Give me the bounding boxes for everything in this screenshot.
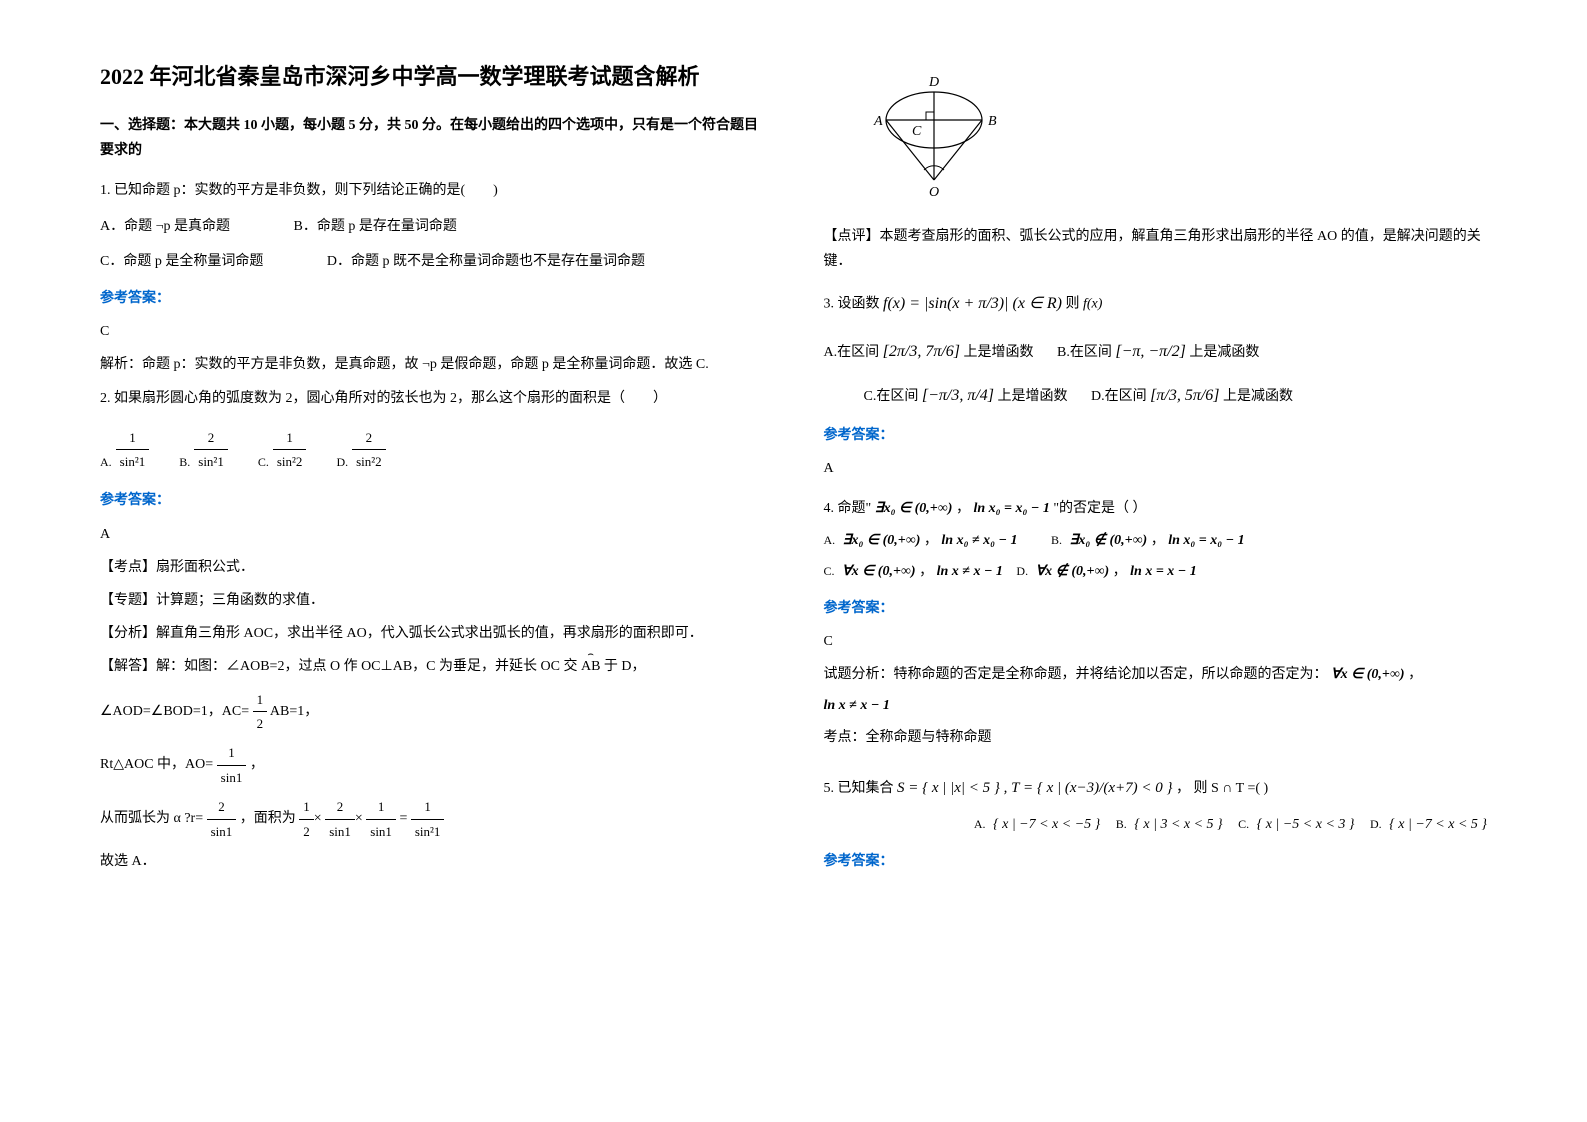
q1-answer: C [100, 319, 764, 344]
svg-text:A: A [873, 114, 883, 129]
q3-row1: A.在区间 [2π/3, 7π/6] 上是增函数 B.在区间 [−π, −π/2… [824, 338, 1488, 367]
svg-text:C: C [912, 124, 922, 139]
section-header: 一、选择题：本大题共 10 小题，每小题 5 分，共 50 分。在每小题给出的四… [100, 113, 764, 163]
fraction-icon: 2 sin1 [325, 795, 355, 843]
fraction-icon: 1 sin²2 [273, 426, 307, 474]
q2-answer: A [100, 522, 764, 547]
fraction-icon: 2 sin²1 [194, 426, 228, 474]
q5-stem: 5. 已知集合 S = { x | |x| < 5 } , T = { x | … [824, 775, 1488, 802]
q4-neg2: ln x ≠ x − 1 [824, 693, 1488, 718]
q2-tag3: 【分析】解直角三角形 AOC，求出半径 AO，代入弧长公式求出弧长的值，再求扇形… [100, 621, 764, 646]
q2-optA: A. 1 sin²1 [100, 426, 149, 474]
svg-text:D: D [928, 75, 939, 90]
q1-explain: 解析：命题 p：实数的平方是非负数，是真命题，故 ¬p 是假命题，命题 p 是全… [100, 352, 764, 377]
q2-tag4: 【解答】解：如图：∠AOB=2，过点 O 作 OC⊥AB，C 为垂足，并延长 O… [100, 654, 764, 679]
svg-text:B: B [988, 114, 997, 129]
q5-options: A. { x | −7 < x < −5 } B. { x | 3 < x < … [824, 812, 1488, 837]
q4-row1: A. ∃x₀ ∈ (0,+∞) ， ln x₀ ≠ x₀ − 1 B. ∃x₀ … [824, 528, 1488, 553]
q1-options-row1: A．命题 ¬p 是真命题 B．命题 p 是存在量词命题 [100, 214, 764, 239]
svg-text:O: O [929, 185, 939, 200]
q4-row2: C. ∀x ∈ (0,+∞) ， ln x ≠ x − 1 D. ∀x ∉ (0… [824, 559, 1488, 584]
q2-stem: 2. 如果扇形圆心角的弧度数为 2，圆心角所对的弦长也为 2，那么这个扇形的面积… [100, 386, 764, 411]
q2-tag2: 【专题】计算题；三角函数的求值． [100, 588, 764, 613]
q1-optC: C．命题 p 是全称量词命题 [100, 254, 263, 269]
q2-line2: Rt△AOC 中，AO= 1 sin1 ， [100, 741, 764, 789]
q2-optC-label: C. [258, 452, 269, 474]
fraction-icon: 1 2 [253, 688, 268, 736]
q2-optB: B. 2 sin²1 [179, 426, 228, 474]
q3-ref: 参考答案： [824, 423, 1488, 448]
fraction-icon: 1 sin²1 [411, 795, 445, 843]
q2-line4: 故选 A． [100, 849, 764, 874]
q2-line1: ∠AOD=∠BOD=1，AC= 1 2 AB=1， [100, 688, 764, 736]
q4-ref: 参考答案： [824, 596, 1488, 621]
fraction-icon: 1 sin1 [366, 795, 396, 843]
fraction-icon: 1 sin²1 [116, 426, 150, 474]
q2-tag1: 【考点】扇形面积公式． [100, 555, 764, 580]
q2-ref: 参考答案： [100, 488, 764, 513]
q1-options-row2: C．命题 p 是全称量词命题 D．命题 p 既不是全称量词命题也不是存在量词命题 [100, 249, 764, 274]
q4-explain: 试题分析：特称命题的否定是全称命题，并将结论加以否定，所以命题的否定为： ∀x … [824, 662, 1488, 687]
q2-optD-label: D. [336, 452, 348, 474]
q1-ref: 参考答案： [100, 286, 764, 311]
q3-answer: A [824, 456, 1488, 481]
q2-optD: D. 2 sin²2 [336, 426, 385, 474]
left-column: 2022 年河北省秦皇岛市深河乡中学高一数学理联考试题含解析 一、选择题：本大题… [100, 60, 764, 882]
fraction-icon: 1 sin1 [217, 741, 247, 789]
sector-diagram-icon: A B C D O [864, 70, 1024, 200]
q2-optB-label: B. [179, 452, 190, 474]
fraction-icon: 2 sin1 [207, 795, 237, 843]
q3-stem: 3. 设函数 f(x) = |sin(x + π/3)| (x ∈ R) 则 f… [824, 290, 1488, 319]
q2-diagram: A B C D O [864, 70, 1488, 209]
q4-topic: 考点：全称命题与特称命题 [824, 725, 1488, 750]
fraction-icon: 1 2 [299, 795, 314, 843]
q2-optA-label: A. [100, 452, 112, 474]
q2-optC: C. 1 sin²2 [258, 426, 307, 474]
arc-AB: ⌢ AB [581, 654, 600, 679]
q2-comment: 【点评】本题考查扇形的面积、弧长公式的应用，解直角三角形求出扇形的半径 AO 的… [824, 224, 1488, 274]
q1-stem: 1. 已知命题 p：实数的平方是非负数，则下列结论正确的是( ) [100, 178, 764, 203]
fraction-icon: 2 sin²2 [352, 426, 386, 474]
q2-options: A. 1 sin²1 B. 2 sin²1 C. 1 sin²2 [100, 426, 764, 474]
q2-line3: 从而弧长为 α ?r= 2 sin1 ，面积为 1 2 × 2 sin1 × 1… [100, 795, 764, 843]
q1-optD: D．命题 p 既不是全称量词命题也不是存在量词命题 [327, 254, 645, 269]
q3-func: f(x) = |sin(x + π/3)| (x ∈ R) [883, 295, 1062, 312]
q5-ref: 参考答案： [824, 849, 1488, 874]
q1-optA: A．命题 ¬p 是真命题 [100, 219, 230, 234]
right-column: A B C D O 【点评】本题考查扇形的面积、弧长公式的应用，解直角三角形求出… [824, 60, 1488, 882]
q4-answer: C [824, 629, 1488, 654]
q4-stem: 4. 命题" ∃x₀ ∈ (0,+∞) ， ln x₀ = x₀ − 1 "的否… [824, 496, 1488, 521]
q1-optB: B．命题 p 是存在量词命题 [294, 219, 457, 234]
page-title: 2022 年河北省秦皇岛市深河乡中学高一数学理联考试题含解析 [100, 60, 764, 93]
q3-row2: C.在区间 [−π/3, π/4] 上是增函数 D.在区间 [π/3, 5π/6… [824, 382, 1488, 411]
